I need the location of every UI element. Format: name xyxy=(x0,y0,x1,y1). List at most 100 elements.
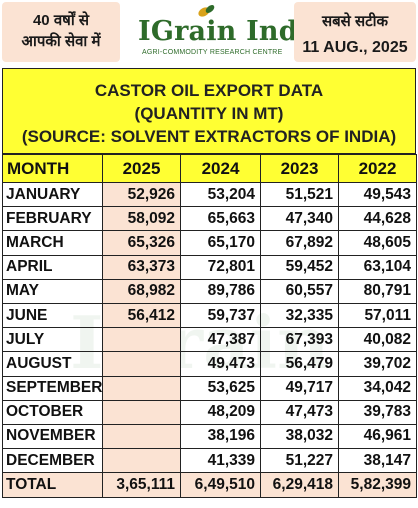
value-cell: 63,373 xyxy=(102,254,181,280)
tagline-line-1: 40 वर्षों से xyxy=(32,12,90,29)
month-cell: AUGUST xyxy=(2,351,103,377)
tagline-line-2: आपकी सेवा में xyxy=(21,33,101,50)
value-cell: 59,452 xyxy=(260,254,339,280)
table-row: SEPTEMBER 53,625 49,717 34,042 xyxy=(2,375,417,401)
table-row: NOVEMBER 38,196 38,032 46,961 xyxy=(2,423,417,450)
table-row: AUGUST 49,473 56,479 39,702 xyxy=(2,351,417,377)
igrain-logo: IGrain India AGRI-COMMODITY RESEARCH CEN… xyxy=(132,4,326,62)
value-cell: 56,412 xyxy=(102,302,181,329)
value-cell: 67,892 xyxy=(260,230,339,256)
value-cell: 60,557 xyxy=(260,278,339,304)
table-total-row: TOTAL 3,65,111 6,49,510 6,29,418 5,82,399 xyxy=(2,472,417,499)
table-row: MARCH 65,326 65,170 67,892 48,605 xyxy=(2,230,417,256)
report-title: CASTOR OIL EXPORT DATA xyxy=(94,81,324,100)
month-cell: APRIL xyxy=(2,254,103,280)
value-cell: 38,196 xyxy=(180,423,261,450)
month-cell: FEBRUARY xyxy=(2,206,103,232)
report-source: (SOURCE: SOLVENT EXTRACTORS OF INDIA) xyxy=(21,127,397,146)
value-cell: 48,605 xyxy=(338,230,417,256)
value-cell: 51,521 xyxy=(260,181,339,208)
month-cell: MAY xyxy=(2,278,103,304)
value-cell: 41,339 xyxy=(180,448,261,474)
value-cell: 49,717 xyxy=(260,375,339,401)
export-data-table: MONTH 2025 2024 2023 2022 JANUARY 52,926 5… xyxy=(2,154,417,499)
value-cell xyxy=(102,351,181,377)
table-row: JULY 47,387 67,393 40,082 xyxy=(2,327,417,353)
table-row: JUNE 56,412 59,737 32,335 57,011 xyxy=(2,302,417,329)
month-cell: OCTOBER xyxy=(2,399,103,425)
value-cell xyxy=(102,375,181,401)
value-cell: 39,783 xyxy=(338,399,417,425)
table-row: OCTOBER 48,209 47,473 39,783 xyxy=(2,399,417,425)
value-cell: 34,042 xyxy=(338,375,417,401)
value-cell: 39,702 xyxy=(338,351,417,377)
total-value-cell: 6,29,418 xyxy=(260,472,339,499)
value-cell: 47,340 xyxy=(260,206,339,232)
table-row: DECEMBER 41,339 51,227 38,147 xyxy=(2,448,417,474)
accuracy-tag: सबसे सटीक xyxy=(321,13,389,30)
table-row: FEBRUARY 58,092 65,663 47,340 44,628 xyxy=(2,206,417,232)
table-row: JANUARY 52,926 53,204 51,521 49,543 xyxy=(2,181,417,208)
column-header-2025: 2025 xyxy=(102,154,181,183)
column-header-2022: 2022 xyxy=(338,154,417,183)
value-cell xyxy=(102,448,181,474)
month-cell: MARCH xyxy=(2,230,103,256)
column-header-2023: 2023 xyxy=(260,154,339,183)
value-cell: 32,335 xyxy=(260,302,339,329)
value-cell: 49,473 xyxy=(180,351,261,377)
value-cell: 49,543 xyxy=(338,181,417,208)
value-cell xyxy=(102,423,181,450)
value-cell: 53,204 xyxy=(180,181,261,208)
value-cell: 47,473 xyxy=(260,399,339,425)
value-cell: 89,786 xyxy=(180,278,261,304)
tagline-badge: 40 वर्षों से आपकी सेवा में xyxy=(2,2,120,62)
value-cell: 38,147 xyxy=(338,448,417,474)
value-cell: 53,625 xyxy=(180,375,261,401)
value-cell: 65,326 xyxy=(102,230,181,256)
value-cell: 57,011 xyxy=(338,302,417,329)
value-cell xyxy=(102,327,181,353)
report-unit: (QUANTITY IN MT) xyxy=(134,104,284,123)
month-cell: JUNE xyxy=(2,302,103,329)
value-cell: 65,170 xyxy=(180,230,261,256)
wheat-icon xyxy=(198,5,215,17)
value-cell xyxy=(102,399,181,425)
month-cell: DECEMBER xyxy=(2,448,103,474)
value-cell: 40,082 xyxy=(338,327,417,353)
total-label: TOTAL xyxy=(2,472,103,499)
value-cell: 56,479 xyxy=(260,351,339,377)
value-cell: 46,961 xyxy=(338,423,417,450)
total-value-cell: 5,82,399 xyxy=(338,472,417,499)
total-value-cell: 3,65,111 xyxy=(102,472,181,499)
value-cell: 80,791 xyxy=(338,278,417,304)
date-badge: सबसे सटीक 11 AUG., 2025 xyxy=(294,2,416,62)
value-cell: 67,393 xyxy=(260,327,339,353)
value-cell: 48,209 xyxy=(180,399,261,425)
logo-subtitle: AGRI-COMMODITY RESEARCH CENTRE xyxy=(142,49,283,56)
value-cell: 51,227 xyxy=(260,448,339,474)
month-cell: NOVEMBER xyxy=(2,423,103,450)
table-header-row: MONTH 2025 2024 2023 2022 xyxy=(2,154,417,183)
value-cell: 58,092 xyxy=(102,206,181,232)
month-cell: SEPTEMBER xyxy=(2,375,103,401)
title-block: CASTOR OIL EXPORT DATA (QUANTITY IN MT) … xyxy=(2,68,416,154)
value-cell: 63,104 xyxy=(338,254,417,280)
value-cell: 52,926 xyxy=(102,181,181,208)
value-cell: 59,737 xyxy=(180,302,261,329)
value-cell: 65,663 xyxy=(180,206,261,232)
column-header-month: MONTH xyxy=(2,154,103,183)
month-cell: JULY xyxy=(2,327,103,353)
report-date: 11 AUG., 2025 xyxy=(302,39,408,56)
header: 40 वर्षों से आपकी सेवा में IGrain India … xyxy=(0,0,418,66)
value-cell: 47,387 xyxy=(180,327,261,353)
month-cell: JANUARY xyxy=(2,181,103,208)
total-value-cell: 6,49,510 xyxy=(180,472,261,499)
value-cell: 38,032 xyxy=(260,423,339,450)
table-row: APRIL 63,373 72,801 59,452 63,104 xyxy=(2,254,417,280)
table-row: MAY 68,982 89,786 60,557 80,791 xyxy=(2,278,417,304)
column-header-2024: 2024 xyxy=(180,154,261,183)
value-cell: 72,801 xyxy=(180,254,261,280)
value-cell: 44,628 xyxy=(338,206,417,232)
value-cell: 68,982 xyxy=(102,278,181,304)
